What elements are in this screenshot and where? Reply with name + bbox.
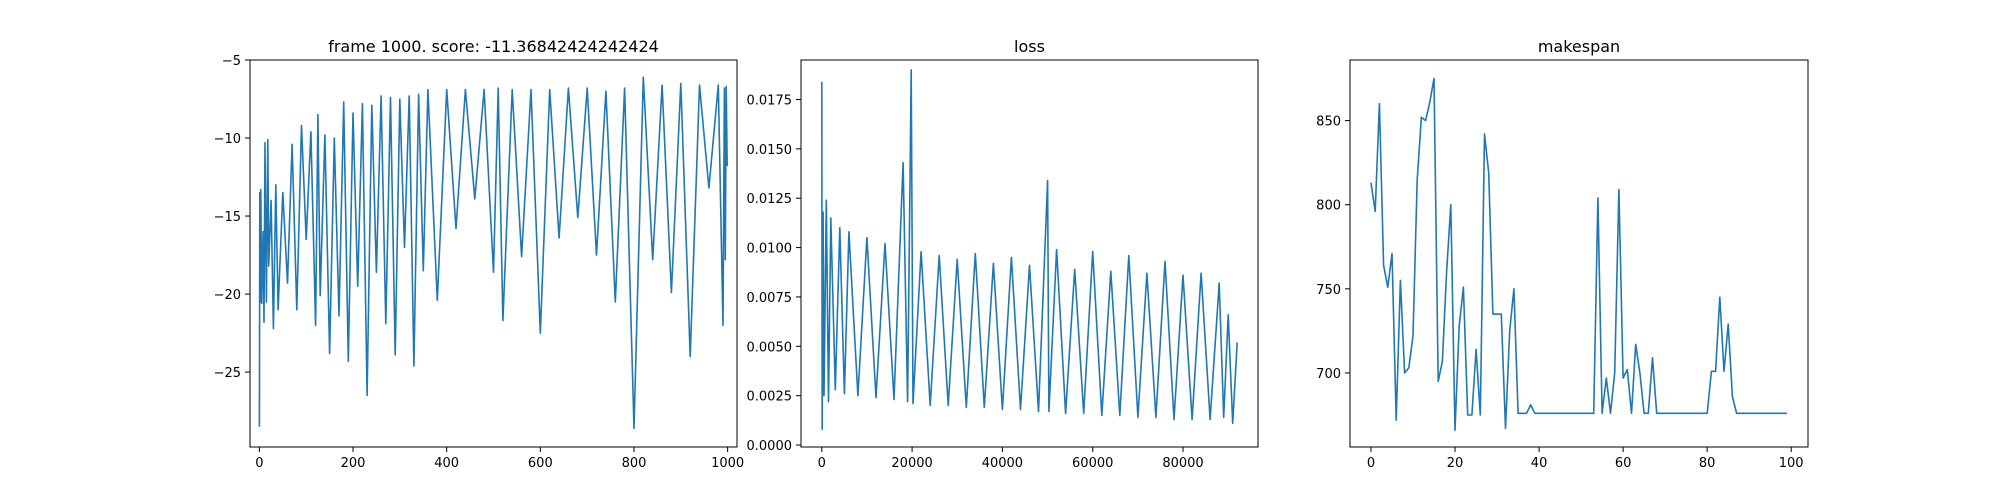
y-tick-label: 0.0150 xyxy=(747,143,793,158)
x-tick-label: 600 xyxy=(528,456,553,471)
x-tick-label: 60 xyxy=(1615,456,1632,471)
series-line xyxy=(258,76,728,430)
axes-frame xyxy=(1349,59,1809,448)
y-tick-label: 750 xyxy=(1316,283,1341,298)
y-tick-label: 0.0050 xyxy=(747,340,793,355)
y-tick-label: −10 xyxy=(214,132,241,147)
y-tick-label: −15 xyxy=(214,210,241,225)
y-tick-label: 0.0075 xyxy=(747,291,793,306)
x-tick-label: 20000 xyxy=(891,456,932,471)
subplot-makespan: 0 20 40 60 80 100 700 750 800 850 makespan xyxy=(1316,37,1809,471)
chart-title: loss xyxy=(1014,37,1045,56)
y-tick-label: 850 xyxy=(1316,115,1341,130)
x-tick-label: 800 xyxy=(622,456,647,471)
x-tick-label: 80 xyxy=(1699,456,1716,471)
chart-title: frame 1000. score: -11.36842424242424 xyxy=(328,37,659,56)
y-tick-label: 0.0000 xyxy=(747,439,793,454)
x-tick-label: 0 xyxy=(818,456,826,471)
x-tick-label: 400 xyxy=(434,456,459,471)
axes-frame xyxy=(249,59,738,448)
x-tick-label: 200 xyxy=(341,456,366,471)
y-tick-label: 0.0125 xyxy=(747,192,793,207)
x-tick-label: 40000 xyxy=(982,456,1023,471)
y-tick-label: 0.0025 xyxy=(747,390,793,405)
y-tick-label: 800 xyxy=(1316,199,1341,214)
x-tick-label: 60000 xyxy=(1072,456,1113,471)
x-tick-label: 0 xyxy=(255,456,263,471)
chart-title: makespan xyxy=(1538,37,1620,56)
y-tick-label: 0.0175 xyxy=(747,93,793,108)
series-line xyxy=(820,69,1238,431)
subplot-loss: 0 20000 40000 60000 80000 0.0000 0.0025 0.0050 0… xyxy=(747,37,1259,471)
x-tick-label: 40 xyxy=(1531,456,1548,471)
x-tick-label: 0 xyxy=(1367,456,1375,471)
x-tick-label: 80000 xyxy=(1162,456,1203,471)
y-tick-label: 700 xyxy=(1316,367,1341,382)
y-tick-label: −20 xyxy=(214,288,241,303)
y-tick-label: −5 xyxy=(222,54,241,69)
x-tick-label: 100 xyxy=(1779,456,1804,471)
subplot-score: 0 200 400 600 800 1000 −25 −20 −15 −10 −5 frame 100… xyxy=(214,37,745,471)
series-line xyxy=(1370,77,1787,432)
y-tick-label: −25 xyxy=(214,366,241,381)
axes-frame xyxy=(800,59,1259,448)
y-tick-label: 0.0100 xyxy=(747,242,793,257)
x-tick-label: 20 xyxy=(1447,456,1464,471)
x-tick-label: 1000 xyxy=(711,456,744,471)
